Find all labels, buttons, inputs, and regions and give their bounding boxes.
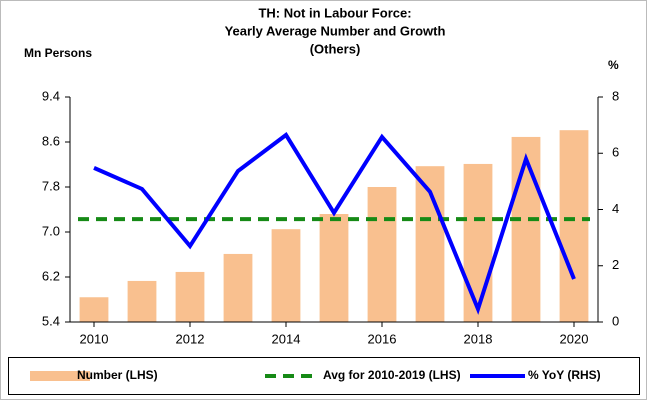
chart-title: (Others) [310,41,361,56]
y-tick-label: 8.6 [42,133,60,148]
chart-title: Yearly Average Number and Growth [225,23,446,38]
chart-title: TH: Not in Labour Force: [258,5,411,20]
line [93,132,576,315]
y2-tick-label: 6 [612,145,619,160]
bar [223,253,253,322]
y-tick-label: 7.8 [42,178,60,193]
bar [175,271,205,322]
legend-label: Number (LHS) [77,368,158,382]
bar [559,130,589,322]
y2-tick-label: 0 [612,313,619,328]
x-tick-label: 2018 [464,331,493,346]
x-tick-label: 2014 [272,331,301,346]
legend-label: Avg for 2010-2019 (LHS) [323,368,461,382]
x-tick-label: 2012 [176,331,205,346]
legend-box [8,357,640,395]
y-axis-label: Mn Persons [24,46,92,60]
bar [511,136,541,322]
y2-tick-label: 8 [612,88,619,103]
bar [79,297,109,322]
x-tick-label: 2010 [80,331,109,346]
bar [463,163,493,322]
bar [271,229,301,322]
legend-label: % YoY (RHS) [528,368,601,382]
y2-axis-label: % [608,58,619,72]
x-tick-label: 2020 [560,331,589,346]
y-tick-label: 7.0 [42,223,60,238]
x-tick-label: 2016 [368,331,397,346]
y-tick-label: 6.2 [42,268,60,283]
y-tick-label: 5.4 [42,313,60,328]
bar [319,214,349,322]
bar [127,280,157,322]
legend-swatch [30,371,90,381]
bar [367,187,397,322]
y2-tick-label: 4 [612,201,619,216]
y2-tick-label: 2 [612,257,619,272]
y-tick-label: 9.4 [42,88,60,103]
